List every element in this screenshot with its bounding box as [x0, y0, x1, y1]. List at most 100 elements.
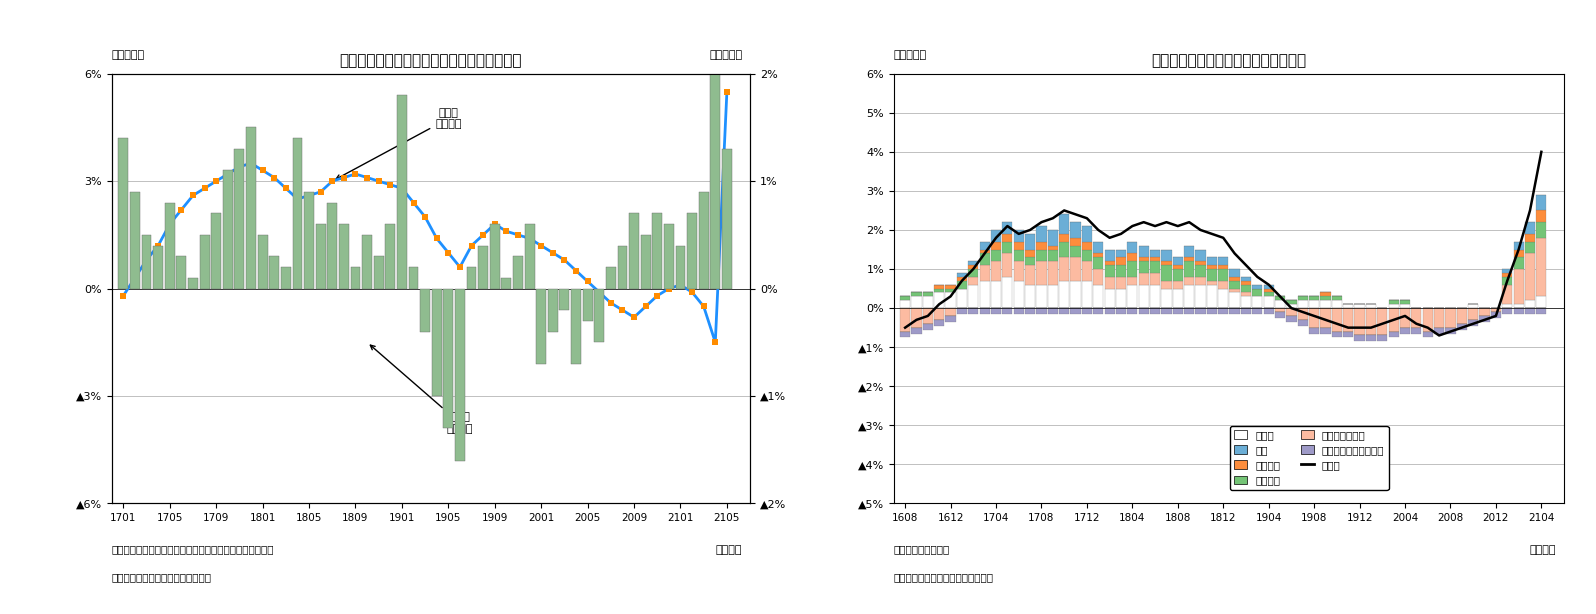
Bar	[991, 230, 1001, 242]
Bar	[958, 277, 967, 281]
Bar	[362, 235, 372, 289]
Bar	[1468, 308, 1478, 320]
Bar	[1082, 261, 1092, 281]
Bar	[1207, 285, 1218, 308]
Bar	[1537, 238, 1547, 297]
Bar	[1184, 285, 1194, 308]
Bar	[1002, 277, 1012, 308]
Bar	[969, 269, 978, 277]
Bar	[934, 308, 945, 320]
Bar	[1138, 308, 1149, 314]
Text: （資料）日本銀行「企業物価指数」: （資料）日本銀行「企業物価指数」	[112, 572, 212, 582]
Bar	[1229, 289, 1240, 292]
Bar	[1389, 332, 1398, 338]
Text: （前月比）: （前月比）	[709, 50, 742, 60]
Bar	[1344, 308, 1353, 332]
Bar	[1127, 277, 1138, 285]
Bar	[316, 224, 326, 289]
Bar	[1400, 304, 1411, 308]
Bar	[1366, 304, 1376, 308]
Bar	[466, 267, 477, 289]
Bar	[1025, 257, 1036, 265]
Bar	[1013, 281, 1025, 308]
Bar	[900, 300, 910, 308]
Legend: その他, 鉄鋼, 非鉄金属, 化学製品, 石油・石炭製品, 電力・都市ガス・水道, 総平均: その他, 鉄鋼, 非鉄金属, 化学製品, 石油・石炭製品, 電力・都市ガス・水道…	[1231, 426, 1389, 490]
Bar	[922, 292, 934, 297]
総平均	[1328, 320, 1347, 327]
Bar	[1036, 261, 1047, 285]
Title: 国内企業物価指数の前年比寄与度分解: 国内企業物価指数の前年比寄与度分解	[1151, 53, 1307, 68]
Bar	[1047, 261, 1058, 285]
Bar	[409, 267, 418, 289]
Bar	[1446, 308, 1456, 328]
Bar	[980, 254, 990, 265]
Bar	[257, 235, 268, 289]
Bar	[629, 214, 638, 289]
Bar	[1116, 308, 1127, 314]
Bar	[606, 267, 616, 289]
総平均	[895, 324, 915, 332]
Bar	[1502, 304, 1513, 308]
Bar	[351, 267, 361, 289]
Bar	[1127, 285, 1138, 308]
Bar	[1502, 277, 1513, 285]
Bar	[1093, 242, 1103, 254]
Bar	[1184, 246, 1194, 257]
Bar	[1298, 297, 1307, 300]
Bar	[1524, 254, 1535, 300]
Bar	[922, 297, 934, 308]
Bar	[501, 278, 511, 289]
Bar	[1060, 242, 1069, 257]
Bar	[525, 224, 535, 289]
Bar	[958, 281, 967, 289]
Bar	[969, 277, 978, 285]
Bar	[397, 95, 407, 289]
Bar	[1093, 254, 1103, 257]
Bar	[1389, 300, 1398, 304]
Text: 前月比
（右軸）: 前月比 （右軸）	[370, 345, 472, 434]
Bar	[1491, 308, 1500, 312]
Bar	[1411, 308, 1422, 328]
Bar	[1479, 308, 1489, 316]
Bar	[1537, 308, 1547, 314]
Bar	[1025, 308, 1036, 314]
Bar	[980, 281, 990, 308]
Bar	[1240, 281, 1251, 285]
Bar	[1060, 308, 1069, 314]
Bar	[1275, 297, 1285, 300]
Bar	[1286, 300, 1296, 304]
Bar	[911, 297, 921, 308]
Bar	[1025, 265, 1036, 285]
総平均	[1168, 222, 1187, 230]
Bar	[618, 246, 627, 289]
Bar	[1218, 269, 1229, 281]
Bar	[969, 265, 978, 269]
Bar	[1331, 308, 1342, 332]
Bar	[1218, 265, 1229, 269]
Bar	[1298, 300, 1307, 308]
Bar	[1264, 289, 1274, 292]
Bar	[305, 192, 314, 289]
Bar	[1151, 273, 1160, 285]
Bar	[1286, 308, 1296, 316]
Bar	[1071, 308, 1080, 314]
総平均	[1430, 332, 1449, 339]
Bar	[1013, 242, 1025, 249]
Bar	[1104, 277, 1114, 289]
Bar	[1298, 320, 1307, 325]
Bar	[1524, 234, 1535, 242]
Bar	[1047, 246, 1058, 249]
Bar	[1207, 308, 1218, 314]
Bar	[1173, 257, 1183, 265]
Bar	[1162, 308, 1171, 314]
Bar	[373, 257, 383, 289]
Bar	[900, 332, 910, 338]
Bar	[1253, 289, 1262, 297]
Bar	[1104, 261, 1114, 265]
Bar	[1047, 249, 1058, 261]
Bar	[1138, 273, 1149, 285]
Bar	[945, 308, 956, 316]
Bar	[1537, 222, 1547, 238]
Bar	[945, 316, 956, 322]
Bar	[281, 267, 290, 289]
